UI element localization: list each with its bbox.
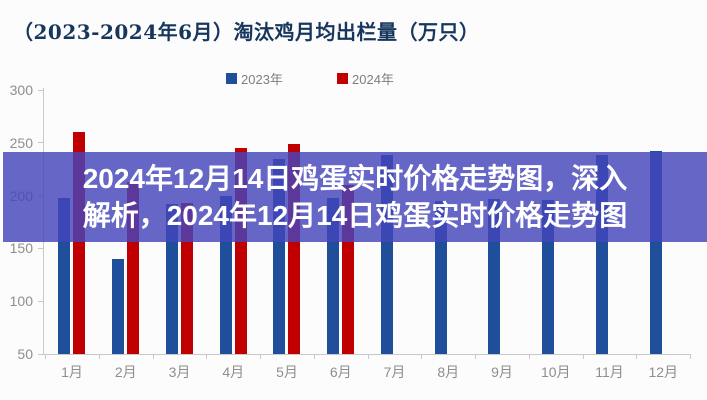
y-tick-label: 100 — [9, 293, 33, 310]
x-tick — [582, 355, 584, 359]
x-tick — [152, 355, 154, 359]
chart-legend: 2023年 2024年 — [0, 69, 707, 88]
legend-item-2023: 2023年 — [226, 69, 283, 88]
x-tick — [421, 355, 423, 359]
bar-2023年-2月 — [112, 258, 125, 354]
x-tick-label: 10月 — [540, 364, 571, 380]
headline-line-1: 2024年12月14日鸡蛋实时价格走势图，深入 — [82, 163, 628, 194]
x-tick — [636, 355, 638, 359]
x-tick-label: 9月 — [491, 364, 513, 380]
y-tick-label: 50 — [17, 346, 33, 362]
legend-item-2024: 2024年 — [337, 69, 394, 88]
x-tick-label: 6月 — [329, 364, 352, 380]
y-tick — [38, 353, 43, 355]
x-tick-label: 7月 — [383, 364, 406, 380]
legend-label-2024: 2024年 — [352, 72, 394, 87]
chart-title: （2023-2024年6月）淘汰鸡月均出栏量（万只） — [13, 20, 480, 44]
x-tick-label: 4月 — [222, 364, 245, 380]
x-tick — [45, 355, 46, 359]
x-tick-label: 3月 — [168, 364, 191, 380]
x-tick — [528, 355, 530, 359]
x-tick — [260, 355, 261, 359]
y-tick — [38, 300, 43, 302]
legend-swatch-2024-icon — [337, 73, 348, 84]
x-tick — [98, 355, 100, 359]
x-tick-label: 8月 — [437, 364, 460, 380]
legend-label-2023: 2023年 — [241, 72, 283, 87]
y-tick-label: 250 — [9, 134, 33, 151]
x-tick — [367, 355, 369, 359]
x-axis-line — [43, 354, 691, 355]
y-tick — [38, 89, 43, 91]
y-tick-label: 150 — [9, 240, 33, 257]
legend-swatch-2023-icon — [226, 73, 237, 84]
headline-line-2: 解析，2024年12月14日鸡蛋实时价格走势图 — [82, 200, 628, 231]
y-tick — [38, 142, 43, 144]
x-tick — [690, 355, 691, 359]
x-tick-label: 2月 — [114, 364, 137, 380]
x-tick — [475, 355, 476, 359]
x-tick — [206, 355, 208, 359]
y-tick-label: 300 — [9, 82, 33, 98]
x-tick-label: 11月 — [595, 364, 624, 380]
headline-overlay-banner: 2024年12月14日鸡蛋实时价格走势图，深入 解析，2024年12月14日鸡蛋… — [3, 152, 707, 242]
x-tick-label: 5月 — [276, 364, 298, 380]
x-tick-label: 12月 — [648, 364, 679, 380]
x-tick — [313, 355, 315, 359]
y-tick — [38, 247, 43, 249]
x-tick-label: 1月 — [61, 364, 83, 380]
